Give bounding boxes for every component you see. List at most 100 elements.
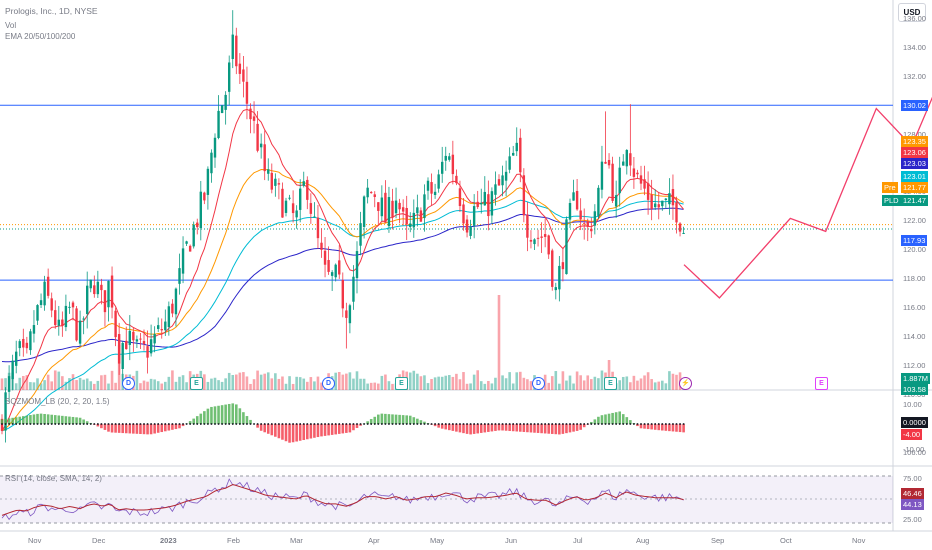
squeeze-dot xyxy=(519,423,522,425)
momentum-bar xyxy=(71,416,75,424)
candle-body xyxy=(29,331,32,351)
candle-body xyxy=(117,334,121,364)
volume-bar xyxy=(78,377,82,390)
candle-body xyxy=(494,184,497,195)
volume-bar xyxy=(153,379,156,390)
squeeze-dot xyxy=(33,423,35,425)
dividend-marker[interactable]: D xyxy=(532,377,545,390)
squeeze-dot xyxy=(405,423,408,425)
squeeze-dot xyxy=(132,423,135,425)
momentum-bar xyxy=(103,424,107,430)
candle-body xyxy=(426,180,430,191)
volume-bar xyxy=(465,383,469,390)
candle-body xyxy=(394,200,398,214)
ema-20-line xyxy=(1,108,684,432)
dividend-marker[interactable]: D xyxy=(122,377,135,390)
candle-body xyxy=(575,190,579,210)
volume-bar xyxy=(384,374,387,390)
volume-bar xyxy=(252,379,256,390)
squeeze-dot xyxy=(18,423,21,425)
momentum-bar xyxy=(341,424,345,434)
momentum-bar xyxy=(284,424,288,442)
symbol-title[interactable]: Prologis, Inc., 1D, NYSE xyxy=(5,6,98,16)
volume-bar xyxy=(529,381,533,390)
rsi-title[interactable]: RSI (14, close, SMA, 14, 2) xyxy=(5,474,102,483)
momentum-bar xyxy=(178,424,181,429)
candle-body xyxy=(288,197,291,199)
candle-body xyxy=(455,175,458,184)
squeeze-dot xyxy=(306,423,309,425)
squeeze-dot xyxy=(175,423,177,425)
split-marker[interactable]: ⚡ xyxy=(679,377,692,390)
candle-body xyxy=(593,211,597,226)
momentum-bar xyxy=(288,424,291,443)
volume-label[interactable]: Vol xyxy=(5,21,17,30)
momentum-bar xyxy=(678,424,682,433)
momentum-bar xyxy=(448,424,451,431)
candle-body xyxy=(281,188,284,218)
earnings-marker[interactable]: E xyxy=(604,377,617,390)
volume-bar xyxy=(135,370,139,390)
currency-button[interactable]: USD xyxy=(898,3,926,22)
candle-body xyxy=(618,167,621,194)
volume-bar xyxy=(497,295,501,390)
candle-body xyxy=(501,175,504,186)
momentum-bar xyxy=(483,424,487,433)
squeeze-dot xyxy=(512,423,514,425)
squeeze-dot xyxy=(203,423,206,425)
candle-body xyxy=(7,376,11,392)
candle-body xyxy=(387,197,391,227)
squeeze-dot xyxy=(565,423,568,425)
dividend-marker[interactable]: D xyxy=(322,377,335,390)
squeeze-dot xyxy=(58,423,60,425)
ema-label[interactable]: EMA 20/50/100/200 xyxy=(5,32,76,41)
squeeze-dot xyxy=(125,423,128,425)
momentum-bar xyxy=(242,412,245,424)
price-tag: 123.03 xyxy=(901,158,928,169)
candle-body xyxy=(529,239,533,242)
candle-body xyxy=(341,279,344,309)
volume-bar xyxy=(387,381,391,390)
squeeze-dot xyxy=(434,423,436,425)
volume-bar xyxy=(238,372,242,390)
earnings-marker[interactable]: E xyxy=(815,377,828,390)
volume-bar xyxy=(160,383,164,390)
candle-body xyxy=(284,200,288,213)
momentum-bar xyxy=(57,415,61,424)
candle-body xyxy=(398,202,401,210)
candle-body xyxy=(391,200,394,218)
volume-bar xyxy=(68,378,71,390)
squeeze-dot xyxy=(444,423,447,425)
volume-bar xyxy=(29,382,32,390)
momentum-bar xyxy=(298,424,302,441)
volume-bar xyxy=(412,370,416,390)
volume-bar xyxy=(487,380,490,390)
volume-bar xyxy=(462,372,465,390)
candle-body xyxy=(178,268,181,284)
momentum-bar xyxy=(259,424,263,431)
candle-body xyxy=(607,159,611,166)
squeeze-dot xyxy=(413,423,415,425)
volume-bar xyxy=(661,380,664,390)
volume-bar xyxy=(156,381,160,390)
candle-body xyxy=(565,219,568,275)
momentum-bar xyxy=(227,403,231,424)
volume-bar xyxy=(146,381,149,390)
volume-bar xyxy=(341,374,345,390)
price-tag: 123.01 xyxy=(901,171,928,182)
momentum-bar xyxy=(110,424,114,433)
squeeze-dot xyxy=(398,423,401,425)
squeeze-dot xyxy=(43,423,46,425)
momentum-title[interactable]: SQZMOM_LB (20, 2, 20, 1.5) xyxy=(5,397,110,406)
squeeze-dot xyxy=(391,423,394,425)
squeeze-dot xyxy=(668,423,671,425)
squeeze-dot xyxy=(338,423,341,425)
earnings-marker[interactable]: E xyxy=(395,377,408,390)
momentum-bar xyxy=(579,424,582,430)
squeeze-dot xyxy=(381,423,383,425)
earnings-marker[interactable]: E xyxy=(190,377,203,390)
volume-bar xyxy=(593,376,597,390)
squeeze-dot xyxy=(629,423,632,425)
